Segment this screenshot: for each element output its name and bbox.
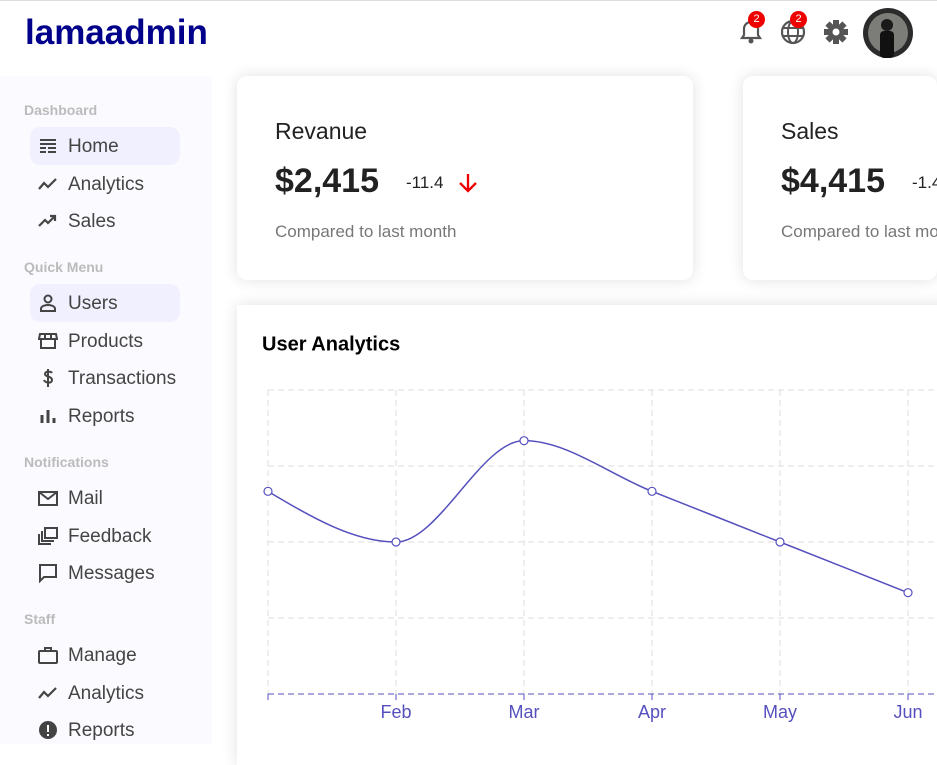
nav-label: Analytics <box>68 173 145 195</box>
logo[interactable]: lamaadmin <box>25 13 208 52</box>
section-title: Staff <box>24 611 56 627</box>
nav-icon <box>38 647 58 664</box>
avatar[interactable] <box>863 8 913 58</box>
nav-label: Home <box>68 136 119 157</box>
nav-label: Reports <box>68 720 135 742</box>
nav-icon <box>40 294 56 312</box>
badge: 2 <box>748 11 765 28</box>
x-tick-label: Jun <box>893 702 922 722</box>
nav-label: Products <box>68 330 143 352</box>
nav-label: Mail <box>68 488 103 509</box>
nav-icon <box>39 721 57 740</box>
nav-item[interactable]: Analytics <box>30 165 180 203</box>
nav-item[interactable]: Mail <box>30 479 180 517</box>
nav-item[interactable]: Products <box>30 322 180 360</box>
card-money: $4,415 <box>781 162 885 200</box>
nav-item[interactable]: Sales <box>30 202 180 240</box>
point <box>775 537 785 547</box>
nav-icon <box>38 686 57 699</box>
nav-item[interactable]: Feedback <box>30 517 180 555</box>
point <box>647 486 657 496</box>
point <box>903 588 913 598</box>
down-arrow-icon <box>459 174 477 193</box>
card-rate: -11.4 <box>406 173 444 192</box>
nav-label: Transactions <box>68 368 177 390</box>
nav-label: Manage <box>68 645 137 666</box>
nav-icon <box>38 491 58 506</box>
nav-icon <box>40 139 56 153</box>
nav-icon <box>39 564 57 584</box>
card-money: $2,415 <box>275 162 379 200</box>
nav-label: Reports <box>68 406 135 428</box>
nav-icon <box>38 215 57 228</box>
nav-icon <box>40 410 56 424</box>
nav-label: Users <box>68 293 118 314</box>
settings-icon[interactable] <box>823 19 849 45</box>
nav-icon <box>38 177 57 190</box>
page: lamaadmin 2 2 Dashboard Home Analytics Sale… <box>0 0 937 744</box>
card-title: Revanue <box>275 118 368 144</box>
stat-card: Sales $4,415 -1.4 Compared to last month <box>743 76 937 280</box>
nav-label: Feedback <box>68 525 152 547</box>
topbar: lamaadmin 2 2 <box>0 0 937 76</box>
nav-label: Messages <box>68 563 155 585</box>
nav-item[interactable]: Messages <box>30 554 180 592</box>
nav-item[interactable]: Home <box>30 127 180 165</box>
stat-card: Revanue $2,415 -11.4 Compared to last month <box>237 76 693 280</box>
nav-label: Sales <box>68 211 116 233</box>
chart-title: User Analytics <box>262 333 400 355</box>
nav-item[interactable]: Transactions <box>30 359 180 397</box>
section-title: Quick Menu <box>24 259 104 275</box>
nav-item[interactable]: Reports <box>30 711 180 749</box>
nav-item[interactable]: Manage <box>30 636 180 674</box>
x-tick-label: Mar <box>509 702 540 722</box>
x-tick-label: Apr <box>638 702 666 722</box>
nav-label: Analytics <box>68 682 145 704</box>
chart: User Analytics Feb Mar Apr May Jun <box>262 333 937 722</box>
point <box>519 436 529 446</box>
card-note: Compared to last month <box>781 222 937 241</box>
section-title: Dashboard <box>24 102 98 118</box>
sidebar: Dashboard Home Analytics Sales Quick Menu Use… <box>0 76 212 744</box>
line <box>267 439 909 594</box>
x-tick-label: May <box>763 702 797 722</box>
nav-icon <box>43 369 54 388</box>
nav-item[interactable]: Reports <box>30 397 180 435</box>
card-note: Compared to last month <box>275 222 457 241</box>
nav-icon <box>38 526 58 545</box>
section-title: Notifications <box>24 454 109 470</box>
nav-item[interactable]: Analytics <box>30 674 180 712</box>
nav-item[interactable]: Users <box>30 284 180 322</box>
badge: 2 <box>790 11 807 28</box>
nav-icon <box>38 332 58 349</box>
point <box>391 537 401 547</box>
card-rate: -1.4 <box>912 173 937 192</box>
point <box>263 486 273 496</box>
card-title: Sales <box>781 118 839 144</box>
x-tick-label: Feb <box>380 702 411 722</box>
